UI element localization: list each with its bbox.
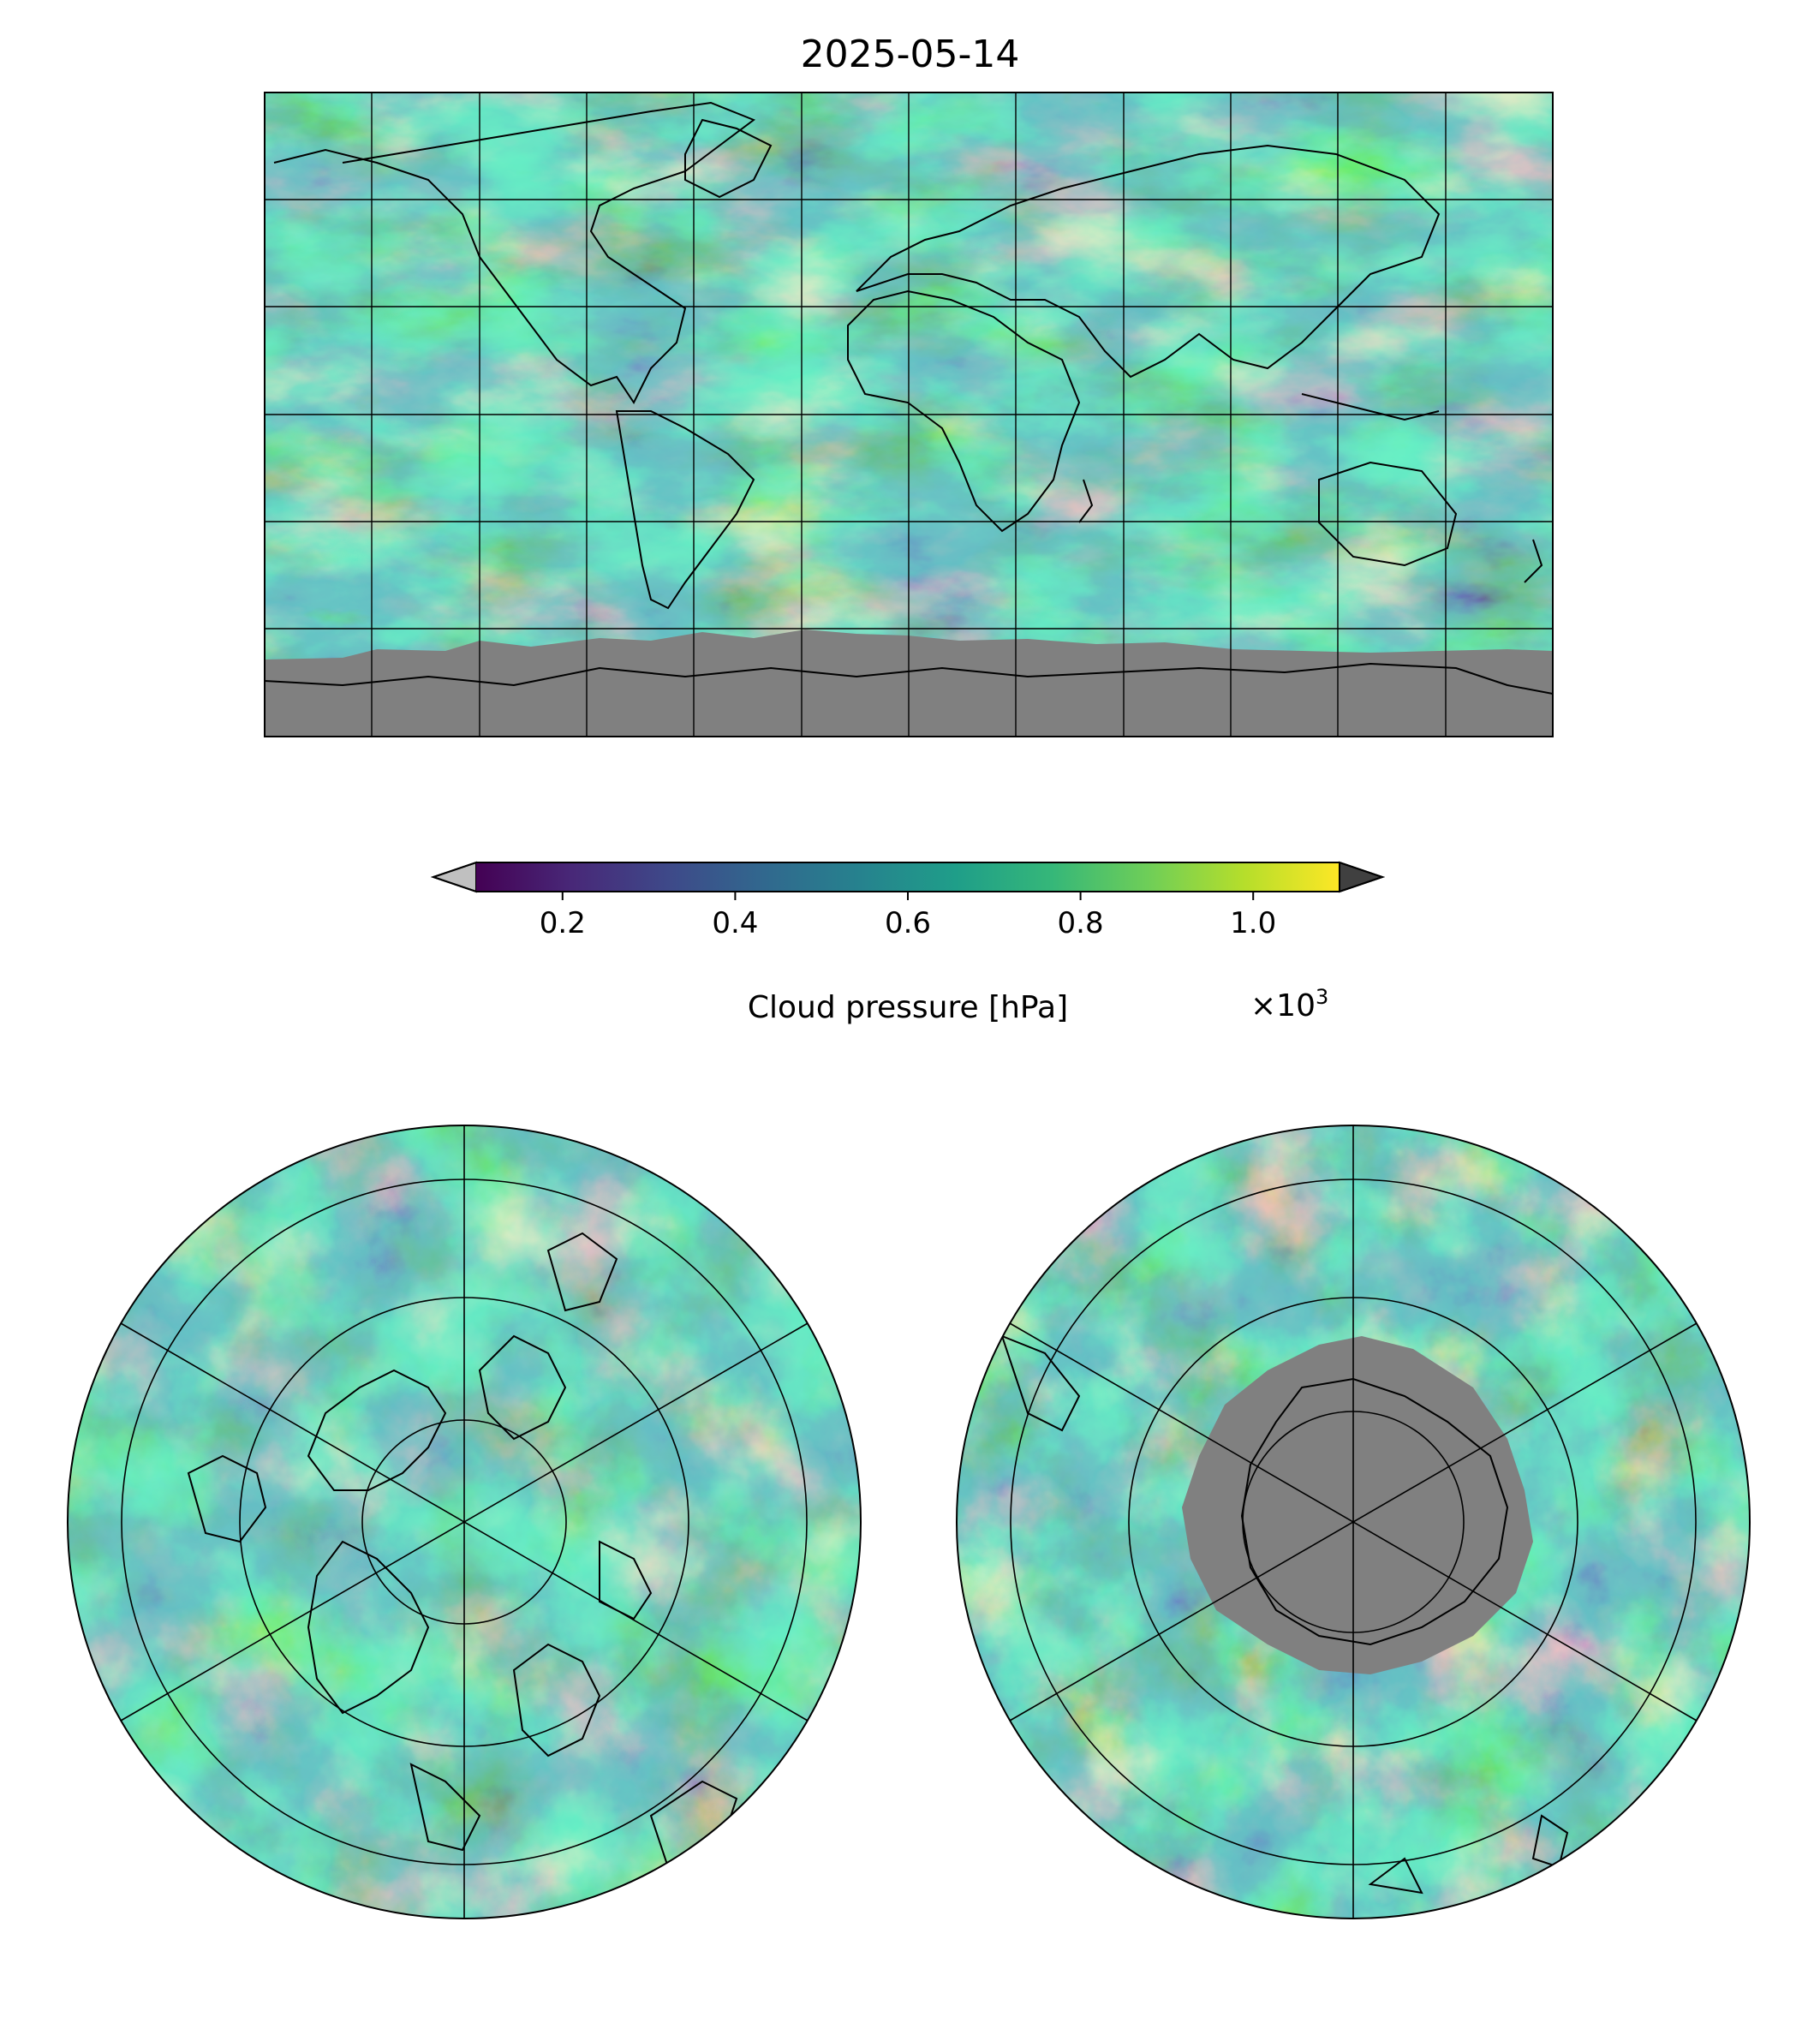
south-map-frame bbox=[956, 1125, 1751, 1919]
colorbar-tick-label: 1.0 bbox=[1230, 906, 1276, 940]
colorbar-tick-label: 0.8 bbox=[1058, 906, 1104, 940]
north-polar-map bbox=[67, 1125, 862, 1919]
colorbar-outline bbox=[430, 862, 1386, 892]
global-map bbox=[264, 92, 1554, 737]
global-map-frame bbox=[264, 92, 1554, 737]
colorbar-under-triangle bbox=[430, 861, 477, 893]
colorbar-gradient bbox=[476, 862, 1340, 892]
colorbar-tick-label: 0.4 bbox=[712, 906, 758, 940]
colorbar: 0.2 0.4 0.6 0.8 1.0 Cloud pressure [hPa] ×10… bbox=[430, 861, 1386, 1025]
south-polar-map bbox=[956, 1125, 1751, 1919]
colorbar-multiplier-base: ×10 bbox=[1250, 988, 1316, 1023]
colorbar-over-triangle bbox=[1339, 861, 1386, 893]
figure-title: 2025-05-14 bbox=[800, 33, 1020, 76]
global-graticule bbox=[265, 92, 1553, 737]
north-map-frame bbox=[67, 1125, 862, 1919]
south-graticule bbox=[1009, 1125, 1698, 1919]
colorbar-tick-label: 0.6 bbox=[885, 906, 931, 940]
north-graticule bbox=[120, 1125, 809, 1919]
colorbar-label: Cloud pressure [hPa] bbox=[748, 990, 1068, 1025]
global-coastlines bbox=[265, 101, 1553, 695]
colorbar-multiplier-exponent: 3 bbox=[1316, 985, 1328, 1009]
colorbar-tick-label: 0.2 bbox=[540, 906, 586, 940]
colorbar-ticks: 0.2 0.4 0.6 0.8 1.0 bbox=[540, 892, 1276, 940]
colorbar-multiplier: ×103 bbox=[1250, 985, 1328, 1023]
